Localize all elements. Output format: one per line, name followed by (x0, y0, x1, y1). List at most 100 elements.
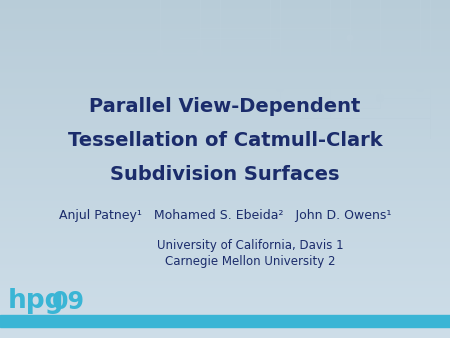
Bar (0, 284, 450, 285)
Bar (0, 274, 450, 275)
Bar (0, 139, 450, 140)
Bar (0, 92, 450, 93)
Bar (0, 287, 450, 288)
Bar (0, 22, 450, 23)
Bar (0, 248, 450, 249)
Bar (0, 113, 450, 114)
Bar (0, 27, 450, 28)
Text: Tessellation of Catmull-Clark: Tessellation of Catmull-Clark (68, 130, 382, 149)
Bar (0, 59, 450, 60)
Bar (0, 13, 450, 14)
Bar (0, 145, 450, 146)
Bar (0, 262, 450, 263)
Bar (0, 161, 450, 162)
Bar (0, 325, 450, 326)
Bar (0, 148, 450, 149)
Bar (0, 35, 450, 36)
Bar (0, 102, 450, 103)
Bar (0, 60, 450, 61)
Bar (0, 31, 450, 32)
Circle shape (347, 35, 353, 41)
Bar (0, 91, 450, 92)
Bar (0, 254, 450, 255)
Bar (0, 336, 450, 337)
Bar (0, 20, 450, 21)
Circle shape (417, 85, 423, 91)
Bar (0, 86, 450, 87)
Bar (0, 32, 450, 33)
Bar (0, 229, 450, 230)
Bar (0, 302, 450, 303)
Bar (0, 230, 450, 231)
Bar (0, 191, 450, 192)
Bar (0, 146, 450, 147)
Bar (0, 207, 450, 208)
Bar (0, 282, 450, 283)
Bar (0, 75, 450, 76)
Bar (0, 317, 450, 318)
Bar (0, 125, 450, 126)
Bar (0, 39, 450, 40)
Bar (0, 182, 450, 183)
Bar (0, 76, 450, 77)
Bar (0, 118, 450, 119)
Text: Parallel View-Dependent: Parallel View-Dependent (89, 97, 361, 116)
Bar (0, 258, 450, 259)
Bar (0, 280, 450, 281)
Bar (0, 89, 450, 90)
Bar (0, 241, 450, 242)
Bar (0, 143, 450, 144)
Bar (0, 87, 450, 88)
Bar (0, 165, 450, 166)
Bar (0, 307, 450, 308)
Bar (0, 80, 450, 81)
Bar (0, 14, 450, 15)
Bar (0, 34, 450, 35)
Bar (0, 250, 450, 251)
Bar (0, 135, 450, 136)
Bar (0, 6, 450, 7)
Bar (0, 54, 450, 55)
Bar (0, 186, 450, 187)
Bar (0, 311, 450, 312)
Bar (0, 130, 450, 131)
Bar (0, 249, 450, 250)
Bar (0, 93, 450, 94)
Circle shape (197, 50, 203, 56)
Bar (0, 291, 450, 292)
Bar (0, 260, 450, 261)
Bar (0, 329, 450, 330)
Bar (0, 147, 450, 148)
Bar (0, 63, 450, 64)
Bar (0, 227, 450, 228)
Circle shape (377, 95, 383, 101)
Bar (0, 322, 450, 323)
Bar (0, 9, 450, 10)
Bar (0, 115, 450, 116)
Bar (0, 64, 450, 65)
Bar (0, 251, 450, 252)
Bar (0, 316, 450, 317)
Bar (0, 176, 450, 177)
Bar (0, 43, 450, 44)
Bar (0, 46, 450, 47)
Bar (0, 308, 450, 309)
Bar (0, 209, 450, 210)
Bar (0, 57, 450, 58)
Bar (0, 116, 450, 117)
Bar (0, 37, 450, 38)
Bar (0, 252, 450, 253)
Text: University of California, Davis 1: University of California, Davis 1 (157, 239, 343, 251)
Bar (0, 195, 450, 196)
Bar (0, 265, 450, 266)
Bar (0, 119, 450, 120)
Circle shape (217, 70, 223, 76)
Bar (0, 235, 450, 236)
Bar (0, 4, 450, 5)
Bar (0, 85, 450, 86)
Bar (0, 277, 450, 278)
Bar (0, 3, 450, 4)
Bar (0, 124, 450, 125)
Bar (0, 208, 450, 209)
Bar (0, 170, 450, 171)
